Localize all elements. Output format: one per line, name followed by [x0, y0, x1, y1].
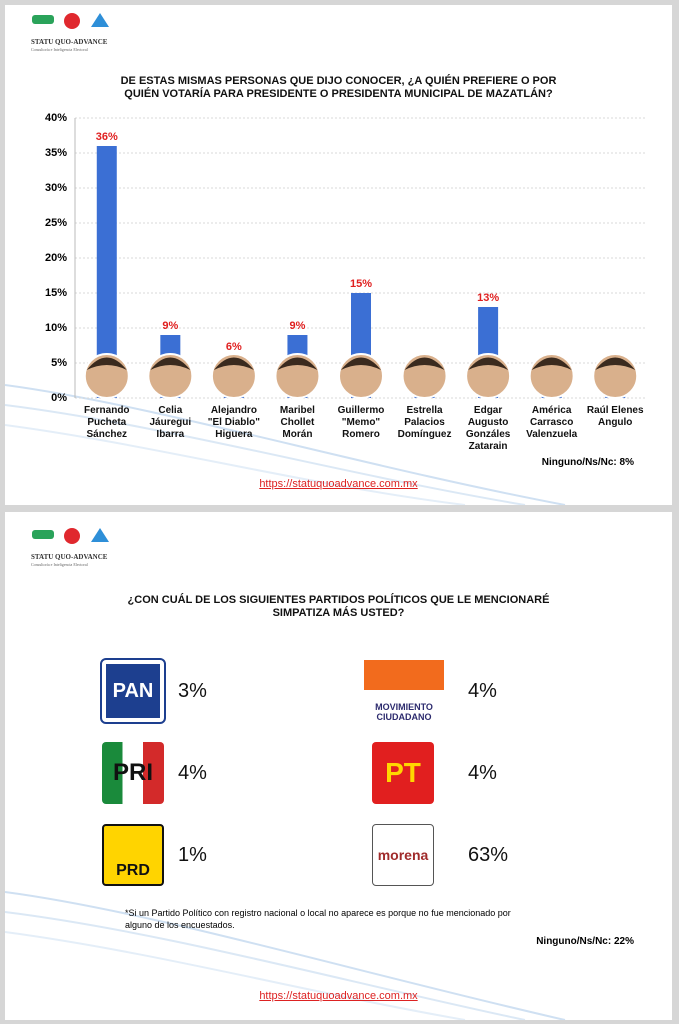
candidate-hair: [341, 357, 381, 370]
slide-title: ¿CON CUÁL DE LOS SIGUIENTES PARTIDOS POL…: [127, 594, 550, 619]
value-label: 9%: [162, 320, 178, 332]
party-logo: PRD: [102, 824, 164, 886]
y-tick-label: 15%: [45, 287, 67, 299]
y-tick-label: 5%: [51, 357, 67, 369]
parties-slide: STATU QUO-ADVANCE Consultoría e Intelige…: [5, 512, 672, 1020]
x-tick-label: Maribel Chollet Morán: [279, 405, 315, 440]
party-share: 3%: [178, 680, 207, 702]
y-tick-label: 0%: [51, 392, 67, 404]
party-share: 1%: [178, 844, 207, 866]
candidate-hair: [213, 357, 254, 370]
x-tick-label: Fernando Pucheta Sánchez: [83, 405, 130, 440]
party-logo: MOVIMIENTO CIUDADANO: [364, 660, 444, 722]
source-url[interactable]: https://statuquoadvance.com.mx: [259, 990, 418, 1002]
party-share: 4%: [468, 680, 497, 702]
party-share: 4%: [178, 762, 207, 784]
candidate-hair: [404, 357, 445, 370]
x-tick-label: Alejandro "El Diablo" Higuera: [207, 405, 261, 440]
value-label: 15%: [350, 278, 372, 290]
brand-tagline: Consultoría e Inteligencia Electoral: [31, 47, 88, 52]
candidates-slide: STATU QUO-ADVANCE Consultoría e Intelige…: [5, 5, 672, 505]
party-share: 4%: [468, 762, 497, 784]
none-note: Ninguno/Ns/Nc: 22%: [536, 936, 634, 947]
brand-name: STATU QUO-ADVANCE: [31, 38, 108, 46]
candidate-hair: [86, 357, 127, 370]
y-tick-label: 20%: [45, 252, 67, 264]
candidate-hair: [150, 357, 191, 370]
candidate-hair: [468, 357, 509, 370]
value-label: 9%: [289, 320, 305, 332]
wave-decor: [5, 528, 566, 1020]
chart: 0%5%10%15%20%25%30%35%40%36%9%6%9%15%2%1…: [45, 112, 647, 404]
y-tick-label: 40%: [45, 112, 67, 124]
party-logo: morena: [372, 824, 434, 886]
party-share: 63%: [468, 844, 509, 866]
chart-title: DE ESTAS MISMAS PERSONAS QUE DIJO CONOCE…: [120, 75, 557, 100]
value-label: 6%: [226, 341, 242, 353]
candidate-hair: [277, 357, 318, 370]
source-url[interactable]: https://statuquoadvance.com.mx: [259, 478, 418, 490]
value-label: 13%: [477, 292, 499, 304]
none-note: Ninguno/Ns/Nc: 8%: [541, 457, 634, 468]
brand-name: STATU QUO-ADVANCE: [31, 553, 108, 561]
x-tick-label: América Carrasco Valenzuela: [526, 405, 578, 440]
wave-decor: [5, 13, 566, 505]
x-tick-label: Estrella Palacios Domínguez: [397, 405, 452, 440]
x-tick-label: Raúl Elenes Angulo: [586, 405, 644, 428]
candidate-hair: [531, 357, 572, 370]
footnote: *Si un Partido Político con registro nac…: [125, 908, 511, 930]
party-logo: PRI: [102, 742, 164, 804]
party-logo: PAN: [100, 658, 166, 724]
y-tick-label: 35%: [45, 147, 67, 159]
candidate-hair: [595, 357, 636, 370]
party-logo: PT: [372, 742, 434, 804]
y-tick-label: 10%: [45, 322, 67, 334]
y-tick-label: 25%: [45, 217, 67, 229]
brand-tagline: Consultoría e Inteligencia Electoral: [31, 562, 88, 567]
x-tick-label: Celia Jáuregui Ibarra: [149, 405, 192, 440]
bar: [96, 146, 117, 398]
value-label: 36%: [96, 131, 118, 143]
x-tick-label: Guillermo "Memo" Romero: [337, 405, 385, 440]
y-tick-label: 30%: [45, 182, 67, 194]
x-tick-label: Edgar Augusto Gonzáles Zatarain: [465, 405, 511, 452]
